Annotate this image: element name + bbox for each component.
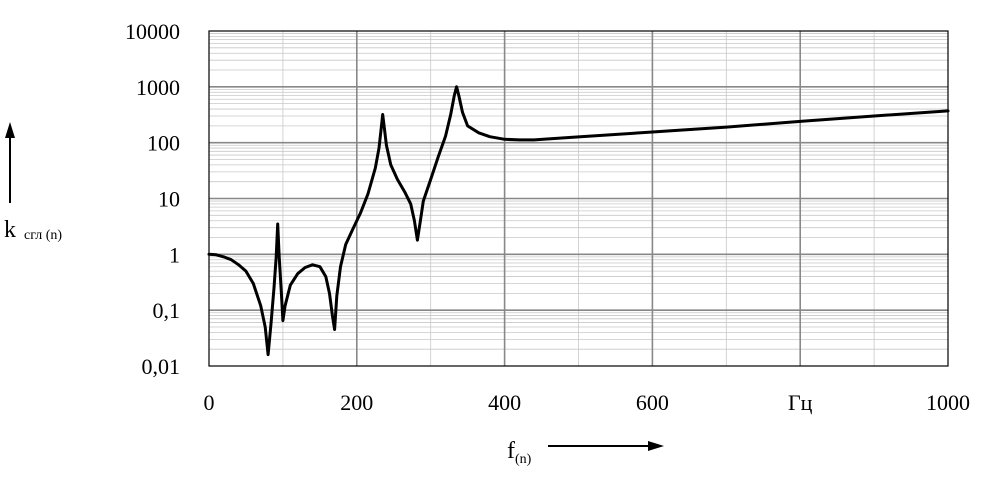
y-axis-label: k сгл (n) — [4, 217, 62, 243]
x-tick-label: 1000 — [926, 390, 970, 415]
y-axis-label-main: k — [4, 217, 16, 243]
x-unit-label: Гц — [788, 390, 813, 415]
x-tick-label: 200 — [340, 390, 373, 415]
x-axis-arrow-icon — [648, 441, 664, 451]
y-tick-label: 0,1 — [153, 298, 181, 323]
y-axis-title: k сгл (n) — [4, 122, 62, 243]
x-tick-label: 0 — [204, 390, 215, 415]
y-tick-label: 1000 — [136, 75, 180, 100]
y-tick-label: 10 — [158, 187, 180, 212]
series-line — [207, 85, 950, 357]
y-tick-label: 10000 — [125, 19, 180, 44]
x-axis-label: f(n) — [507, 438, 532, 467]
x-axis-label-main: f — [507, 438, 515, 464]
x-axis-label-sub: (n) — [515, 452, 532, 467]
plot-frame — [208, 30, 949, 367]
x-tick-labels: 0 200 400 600 1000 — [204, 390, 971, 415]
x-tick-label: 600 — [636, 390, 669, 415]
y-tick-labels: 0,01 0,1 1 10 100 1000 10000 — [125, 19, 180, 379]
y-tick-label: 1 — [169, 242, 180, 267]
major-grid — [209, 31, 948, 366]
y-axis-arrow-icon — [5, 122, 15, 138]
x-tick-label: 400 — [488, 390, 521, 415]
x-axis-title: f(n) — [507, 438, 664, 467]
y-tick-label: 0,01 — [142, 354, 181, 379]
y-axis-label-sub: сгл (n) — [24, 228, 62, 243]
y-tick-label: 100 — [147, 131, 180, 156]
